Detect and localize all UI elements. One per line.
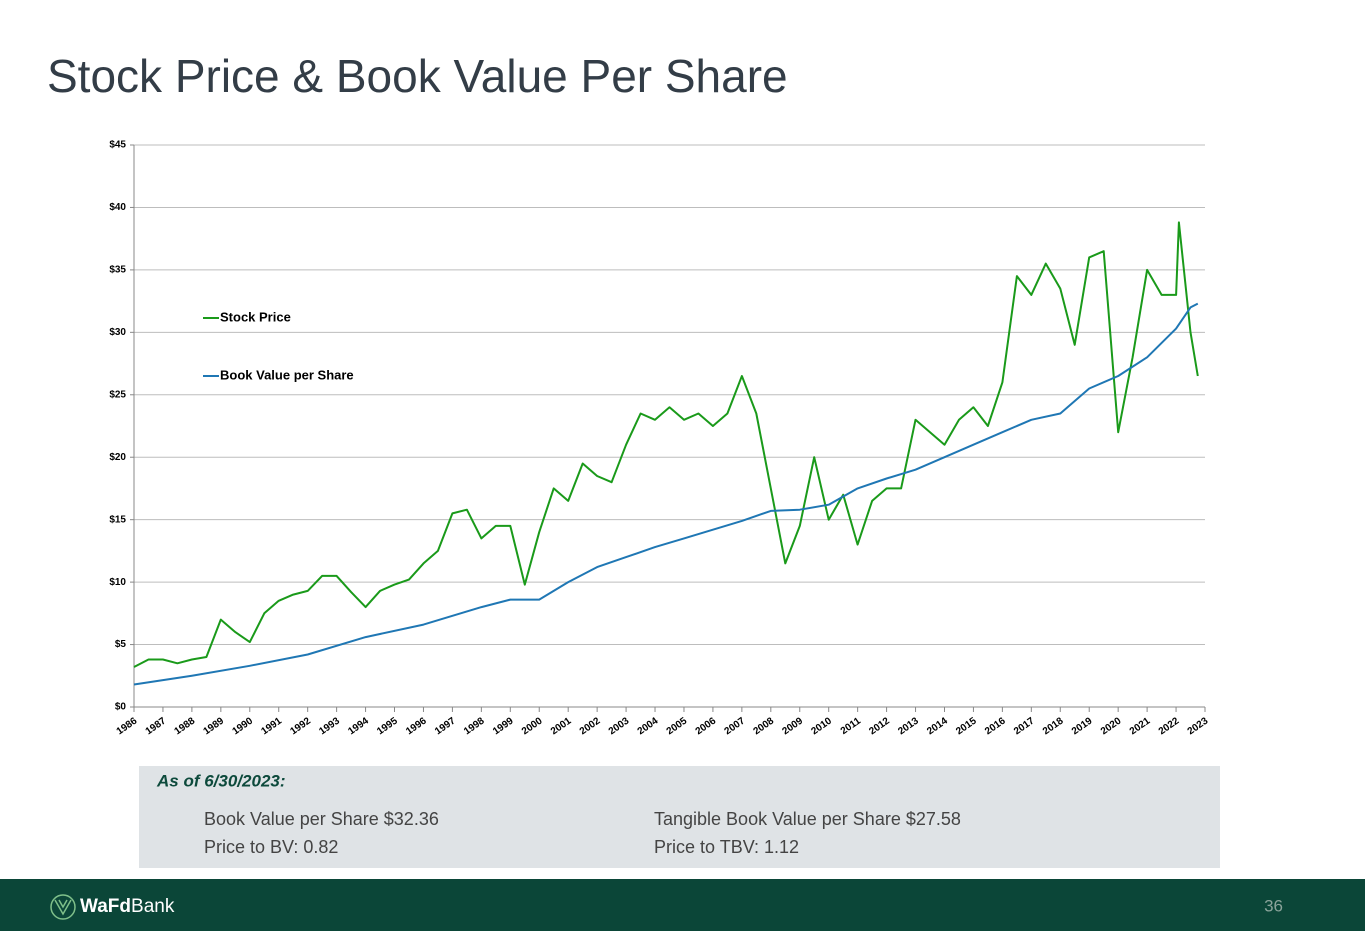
x-tick-label: 2002 [578, 715, 603, 737]
x-tick-label: 2018 [1041, 715, 1066, 737]
y-tick-label: $20 [109, 452, 126, 463]
summary-item: Price to TBV: 1.12 [654, 837, 799, 857]
y-tick-label: $5 [115, 639, 127, 650]
y-tick-label: $10 [109, 577, 126, 588]
x-tick-label: 2001 [549, 715, 574, 737]
x-tick-label: 2004 [636, 715, 661, 737]
summary-item: Tangible Book Value per Share $27.58 [654, 809, 961, 829]
x-tick-label: 2023 [1186, 715, 1211, 737]
x-tick-label: 1999 [491, 715, 516, 737]
x-tick-label: 1997 [433, 715, 458, 737]
x-tick-label: 1990 [230, 715, 255, 737]
y-tick-label: $30 [109, 327, 126, 338]
x-tick-label: 2019 [1070, 715, 1095, 737]
x-tick-label: 2022 [1157, 715, 1182, 737]
x-tick-label: 2020 [1099, 715, 1124, 737]
x-tick-label: 2012 [867, 715, 892, 737]
x-tick-label: 2017 [1012, 715, 1037, 737]
legend-label: Stock Price [220, 309, 291, 324]
x-tick-label: 1987 [144, 715, 169, 737]
x-tick-label: 1986 [115, 715, 140, 737]
x-tick-label: 2010 [809, 715, 834, 737]
logo-regular: Bank [131, 896, 175, 917]
x-tick-label: 2006 [694, 715, 719, 737]
x-tick-label: 2009 [780, 715, 805, 737]
x-tick-label: 1995 [375, 715, 400, 737]
series-line [133, 221, 1199, 668]
logo-bold: WaFd [80, 896, 131, 917]
x-tick-label: 2014 [925, 715, 950, 737]
x-tick-label: 1998 [462, 715, 487, 737]
series-line [133, 302, 1199, 686]
legend-label: Book Value per Share [220, 367, 354, 382]
logo-text: WaFdBank [80, 896, 175, 917]
y-tick-label: $0 [115, 702, 127, 713]
x-tick-label: 1989 [202, 715, 227, 737]
x-tick-label: 1993 [317, 715, 342, 737]
x-tick-label: 2007 [723, 715, 748, 737]
y-tick-label: $35 [109, 265, 126, 276]
footer-bar [0, 879, 1365, 931]
x-tick-label: 2008 [752, 715, 777, 737]
y-tick-label: $45 [109, 140, 126, 151]
x-tick-label: 1991 [259, 715, 284, 737]
summary-item: Book Value per Share $32.36 [204, 809, 439, 829]
slide-title: Stock Price & Book Value Per Share [47, 50, 788, 102]
x-tick-label: 2013 [896, 715, 921, 737]
x-tick-label: 2003 [607, 715, 632, 737]
x-tick-label: 1992 [288, 715, 313, 737]
x-tick-label: 2016 [983, 715, 1008, 737]
y-tick-label: $15 [109, 514, 126, 525]
logo-icon [50, 894, 76, 920]
x-tick-label: 2011 [839, 715, 863, 737]
y-tick-label: $40 [109, 202, 126, 213]
x-tick-label: 1988 [173, 715, 198, 737]
x-tick-label: 2021 [1128, 715, 1153, 737]
x-tick-label: 1994 [346, 715, 371, 737]
x-tick-label: 1996 [404, 715, 429, 737]
x-tick-label: 2015 [954, 715, 979, 737]
x-tick-label: 2005 [665, 715, 690, 737]
page-number: 36 [1264, 896, 1283, 915]
summary-item: Price to BV: 0.82 [204, 837, 338, 857]
y-tick-label: $25 [109, 389, 126, 400]
summary-heading: As of 6/30/2023: [156, 771, 286, 790]
summary-box [139, 766, 1220, 868]
x-tick-label: 2000 [520, 715, 545, 737]
